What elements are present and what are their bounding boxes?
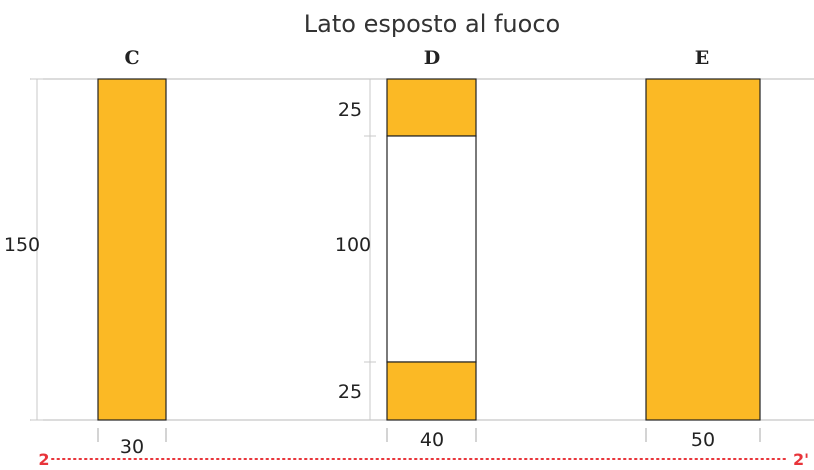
width-label-e: 50 — [691, 429, 715, 451]
height-label-d-middle: 100 — [335, 234, 371, 256]
diagram-title: Lato esposto al fuoco — [304, 10, 560, 38]
section-cut-start-label: 2 — [38, 450, 49, 469]
section-cut-end-label: 2' — [793, 450, 809, 469]
section-d-top-fill — [386, 78, 477, 137]
section-d-bottom-fill — [386, 361, 477, 421]
height-label-c: 150 — [4, 234, 40, 256]
height-label-d-bottom: 25 — [338, 381, 362, 403]
width-label-c: 30 — [120, 436, 144, 458]
section-e-fill — [645, 78, 761, 421]
section-d-void — [386, 135, 477, 363]
height-label-d-top: 25 — [338, 99, 362, 121]
label-section-c: C — [124, 47, 139, 69]
width-label-d: 40 — [420, 429, 444, 451]
label-section-d: D — [424, 47, 440, 69]
label-section-e: E — [695, 47, 709, 69]
section-c-fill — [97, 78, 167, 421]
